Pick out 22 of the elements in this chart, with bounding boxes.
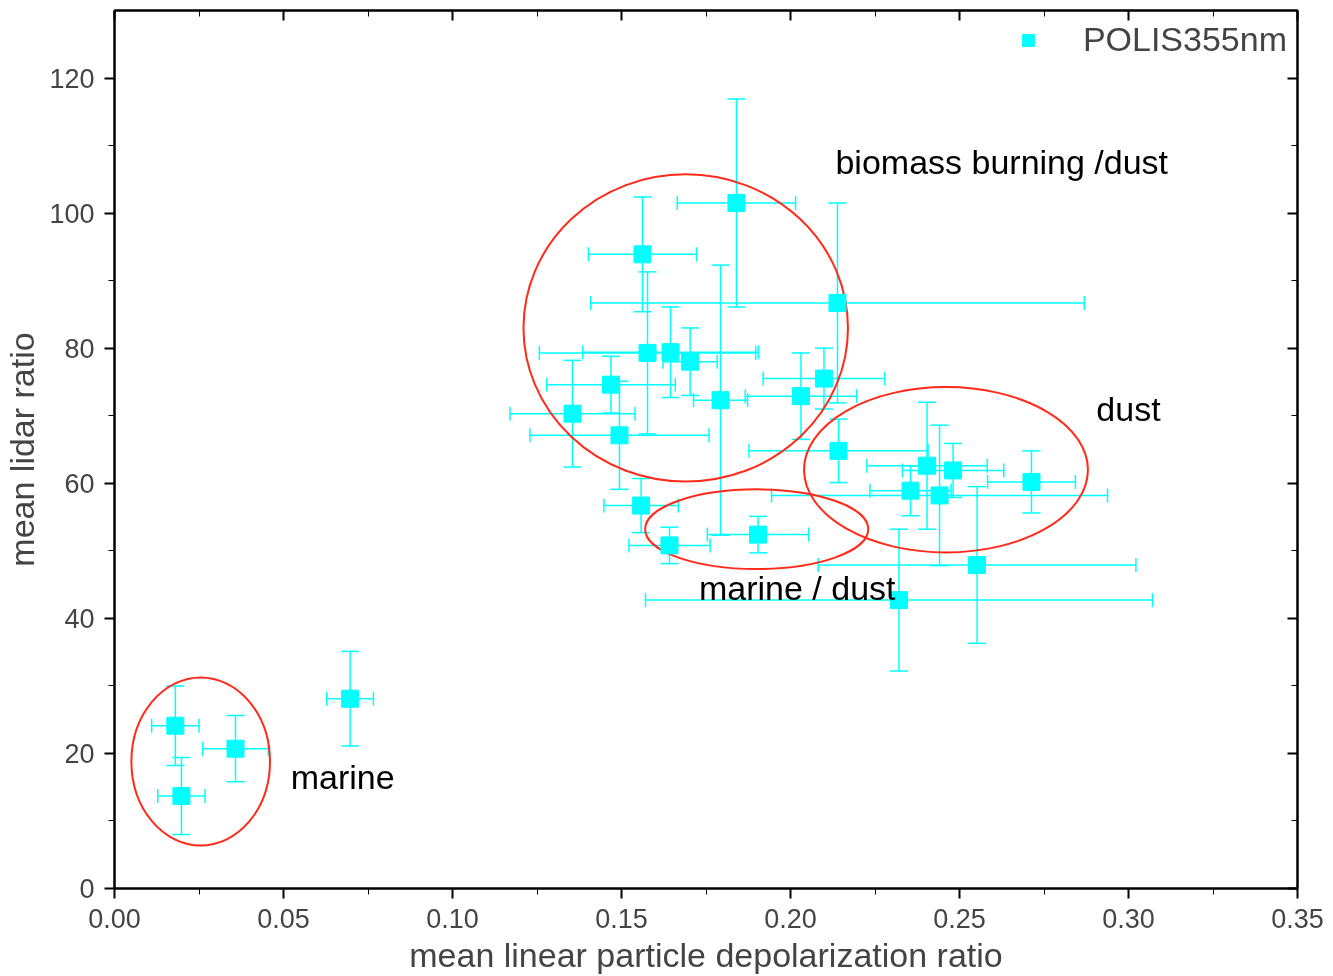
y-tick-label: 40 <box>64 603 95 634</box>
x-tick-label: 0.30 <box>1102 903 1155 934</box>
y-tick-label: 60 <box>64 468 95 499</box>
y-tick-label: 20 <box>64 738 95 769</box>
annotation: biomass burning /dust <box>835 143 1169 182</box>
x-tick-label: 0.25 <box>933 903 986 934</box>
x-tick-label: 0.20 <box>764 903 817 934</box>
x-axis-title: mean linear particle depolarization ratio <box>409 935 1003 974</box>
x-tick-label: 0.35 <box>1271 903 1324 934</box>
x-tick-label: 0.05 <box>257 903 310 934</box>
annotation: marine <box>290 758 395 797</box>
y-axis-title: mean lidar ratio <box>3 332 42 567</box>
y-tick-label: 120 <box>49 63 95 94</box>
y-tick-label: 0 <box>79 874 95 904</box>
y-tick-label: 80 <box>64 333 95 364</box>
x-tick-label: 0.00 <box>88 903 141 934</box>
y-tick-label: 100 <box>49 198 95 229</box>
x-tick-label: 0.10 <box>426 903 479 934</box>
annotation: marine / dust <box>699 568 897 607</box>
legend-label: POLIS355nm <box>1082 20 1287 59</box>
annotation: dust <box>1096 389 1162 428</box>
x-tick-label: 0.15 <box>595 903 648 934</box>
